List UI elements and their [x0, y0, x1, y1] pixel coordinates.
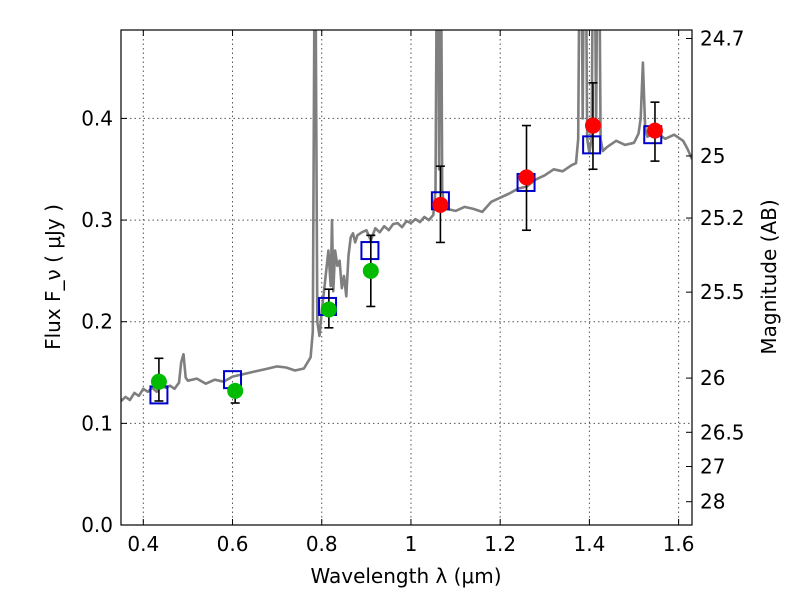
data-layer	[121, 30, 692, 405]
y-tick-label: 0.0	[81, 513, 113, 537]
y-axis-label: Flux F_ν ( μJy )	[41, 204, 65, 350]
right-tick-label: 25.2	[700, 206, 745, 230]
right-tick-label: 24.7	[700, 27, 745, 51]
nir-point	[646, 122, 663, 139]
y-tick-label: 0.1	[81, 411, 113, 435]
x-tick-label: 1.6	[663, 532, 695, 556]
nir-point	[584, 117, 601, 134]
optical-point	[150, 373, 167, 390]
x-tick-label: 0.4	[127, 532, 159, 556]
x-tick-label: 1.4	[573, 532, 605, 556]
right-tick-label: 28	[700, 490, 725, 514]
y-tick-label: 0.2	[81, 310, 113, 334]
optical-point	[320, 301, 337, 318]
right-tick-label: 26	[700, 366, 725, 390]
spectrum-line	[121, 30, 692, 402]
optical-point	[227, 382, 244, 399]
tick-labels: 0.4 0.6 0.8 1 1.2 1.4 1.6 0.0 0.1 0.2 0.3 0.4 24.7 25…	[81, 27, 744, 556]
y-tick-label: 0.4	[81, 106, 113, 130]
nir-point	[518, 169, 535, 186]
y-right-axis-label: Magnitude (AB)	[757, 199, 781, 354]
x-tick-label: 0.8	[306, 532, 338, 556]
nir-point	[432, 196, 449, 213]
grid	[121, 30, 692, 526]
y-tick-label: 0.3	[81, 208, 113, 232]
plot-frame	[120, 29, 693, 526]
x-tick-label: 1	[405, 532, 418, 556]
right-tick-label: 25	[700, 144, 725, 168]
x-tick-label: 1.2	[484, 532, 516, 556]
right-tick-label: 25.5	[700, 280, 745, 304]
right-tick-label: 26.5	[700, 420, 745, 444]
ticks	[121, 30, 692, 526]
model-point	[360, 241, 380, 261]
x-tick-label: 0.6	[217, 532, 249, 556]
optical-point	[362, 262, 379, 279]
plot-background	[121, 30, 692, 525]
x-axis-label: Wavelength λ (μm)	[310, 564, 501, 588]
model-point	[582, 135, 602, 155]
right-tick-label: 27	[700, 455, 725, 479]
